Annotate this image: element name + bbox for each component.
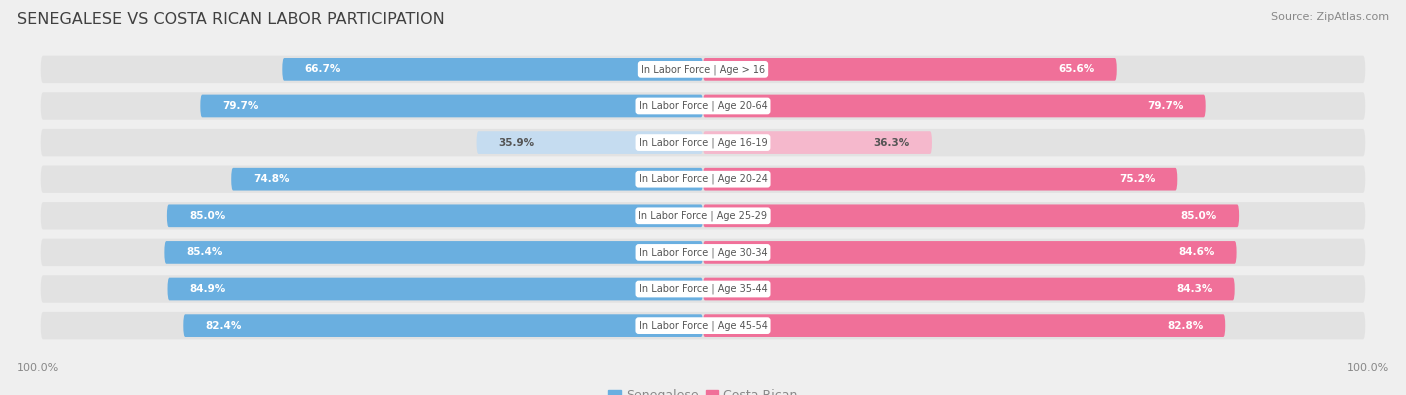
- Text: 82.4%: 82.4%: [205, 321, 242, 331]
- FancyBboxPatch shape: [703, 131, 932, 154]
- FancyBboxPatch shape: [41, 56, 1365, 83]
- FancyBboxPatch shape: [165, 241, 703, 264]
- Text: In Labor Force | Age 20-64: In Labor Force | Age 20-64: [638, 101, 768, 111]
- Text: 82.8%: 82.8%: [1167, 321, 1204, 331]
- FancyBboxPatch shape: [703, 168, 1177, 190]
- Text: In Labor Force | Age 25-29: In Labor Force | Age 25-29: [638, 211, 768, 221]
- Text: 100.0%: 100.0%: [1347, 363, 1389, 373]
- FancyBboxPatch shape: [200, 95, 703, 117]
- FancyBboxPatch shape: [41, 275, 1365, 303]
- FancyBboxPatch shape: [283, 58, 703, 81]
- Text: In Labor Force | Age 45-54: In Labor Force | Age 45-54: [638, 320, 768, 331]
- Text: In Labor Force | Age 35-44: In Labor Force | Age 35-44: [638, 284, 768, 294]
- FancyBboxPatch shape: [231, 168, 703, 190]
- FancyBboxPatch shape: [41, 202, 1365, 229]
- Text: 65.6%: 65.6%: [1059, 64, 1095, 74]
- Text: 36.3%: 36.3%: [873, 137, 910, 148]
- Text: 35.9%: 35.9%: [499, 137, 534, 148]
- Text: 84.9%: 84.9%: [190, 284, 226, 294]
- FancyBboxPatch shape: [183, 314, 703, 337]
- FancyBboxPatch shape: [703, 95, 1206, 117]
- Text: SENEGALESE VS COSTA RICAN LABOR PARTICIPATION: SENEGALESE VS COSTA RICAN LABOR PARTICIP…: [17, 12, 444, 27]
- FancyBboxPatch shape: [167, 278, 703, 300]
- FancyBboxPatch shape: [703, 58, 1116, 81]
- Text: In Labor Force | Age 30-34: In Labor Force | Age 30-34: [638, 247, 768, 258]
- FancyBboxPatch shape: [41, 239, 1365, 266]
- Legend: Senegalese, Costa Rican: Senegalese, Costa Rican: [603, 384, 803, 395]
- FancyBboxPatch shape: [477, 131, 703, 154]
- Text: 84.6%: 84.6%: [1178, 247, 1215, 258]
- Text: In Labor Force | Age 20-24: In Labor Force | Age 20-24: [638, 174, 768, 184]
- Text: 66.7%: 66.7%: [304, 64, 340, 74]
- Text: 85.0%: 85.0%: [188, 211, 225, 221]
- FancyBboxPatch shape: [167, 205, 703, 227]
- Text: 74.8%: 74.8%: [253, 174, 290, 184]
- FancyBboxPatch shape: [703, 241, 1237, 264]
- Text: 85.4%: 85.4%: [187, 247, 222, 258]
- Text: 100.0%: 100.0%: [17, 363, 59, 373]
- Text: 75.2%: 75.2%: [1119, 174, 1156, 184]
- Text: In Labor Force | Age 16-19: In Labor Force | Age 16-19: [638, 137, 768, 148]
- Text: 84.3%: 84.3%: [1177, 284, 1212, 294]
- Text: Source: ZipAtlas.com: Source: ZipAtlas.com: [1271, 12, 1389, 22]
- FancyBboxPatch shape: [703, 205, 1239, 227]
- FancyBboxPatch shape: [41, 92, 1365, 120]
- FancyBboxPatch shape: [41, 166, 1365, 193]
- Text: In Labor Force | Age > 16: In Labor Force | Age > 16: [641, 64, 765, 75]
- FancyBboxPatch shape: [41, 129, 1365, 156]
- FancyBboxPatch shape: [703, 278, 1234, 300]
- Text: 85.0%: 85.0%: [1181, 211, 1218, 221]
- FancyBboxPatch shape: [41, 312, 1365, 339]
- FancyBboxPatch shape: [703, 314, 1225, 337]
- Text: 79.7%: 79.7%: [222, 101, 259, 111]
- Text: 79.7%: 79.7%: [1147, 101, 1184, 111]
